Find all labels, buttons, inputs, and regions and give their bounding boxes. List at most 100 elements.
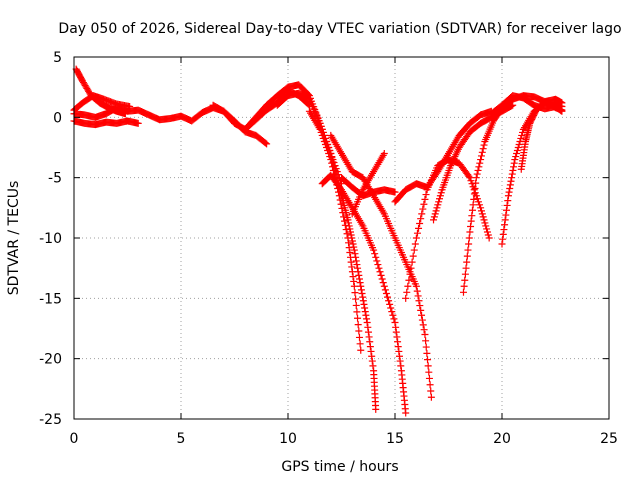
axis-ticks: 0 5 10 15 20 25 5 0 -5 -10 -15 -20 -25 <box>39 50 618 447</box>
data-point <box>422 191 430 199</box>
data-point <box>508 174 516 182</box>
data-point <box>558 107 566 115</box>
data-point <box>361 304 369 312</box>
data-point <box>390 315 398 323</box>
series-track-2 <box>72 65 129 118</box>
data-point <box>422 337 430 345</box>
data-point <box>469 201 477 209</box>
data-point <box>506 181 514 189</box>
data-point <box>418 210 426 218</box>
data-point <box>436 195 444 203</box>
data-point <box>346 225 354 233</box>
data-point <box>435 198 443 206</box>
data-point <box>427 387 435 395</box>
data-point <box>348 237 356 245</box>
data-point <box>350 277 358 285</box>
data-point <box>357 282 365 290</box>
data-point <box>465 240 473 248</box>
series-track-10 <box>327 131 435 401</box>
data-point <box>353 308 361 316</box>
data-point <box>465 172 473 180</box>
data-point <box>382 290 390 298</box>
y-tick-label: 0 <box>53 110 62 126</box>
data-point <box>349 273 357 281</box>
data-point <box>349 240 357 248</box>
data-point <box>340 213 348 221</box>
series-track-4 <box>70 92 134 114</box>
data-point <box>459 288 467 296</box>
x-tick-label: 25 <box>600 431 618 447</box>
data-point <box>379 279 387 287</box>
data-point <box>416 220 424 228</box>
series-track-16 <box>459 92 566 296</box>
data-point <box>346 253 354 261</box>
data-point <box>352 257 360 265</box>
data-point <box>558 99 566 107</box>
data-point <box>350 282 358 290</box>
data-point <box>470 190 478 198</box>
data-point <box>327 156 335 164</box>
data-point <box>366 343 374 351</box>
series-track-9 <box>318 171 410 417</box>
data-point <box>341 221 349 229</box>
data-point <box>415 297 423 305</box>
data-point <box>372 253 380 261</box>
data-point <box>463 258 471 266</box>
data-point <box>319 134 327 142</box>
data-point <box>347 258 355 266</box>
x-tick-label: 0 <box>70 431 79 447</box>
data-point <box>484 231 492 239</box>
data-point <box>420 200 428 208</box>
data-point <box>365 333 373 341</box>
data-point <box>377 271 385 279</box>
data-point <box>431 210 439 218</box>
data-point <box>323 144 331 151</box>
data-point <box>343 230 351 238</box>
data-point <box>480 216 488 224</box>
data-point <box>337 200 345 208</box>
data-point <box>329 166 337 174</box>
data-point <box>354 321 362 329</box>
data-point <box>354 264 362 272</box>
data-point <box>338 204 346 212</box>
data-point <box>405 276 413 284</box>
data-point <box>467 177 475 185</box>
data-point <box>504 192 512 200</box>
data-point <box>325 150 333 158</box>
data-point <box>404 282 412 290</box>
data-point <box>414 292 422 300</box>
data-point <box>403 288 411 296</box>
data-point <box>344 234 352 242</box>
series-track-8 <box>305 107 365 354</box>
data-point <box>363 315 371 323</box>
data-point <box>483 225 491 233</box>
data-point <box>367 347 375 355</box>
data-point <box>416 302 424 310</box>
data-point <box>507 177 515 185</box>
data-point <box>346 248 354 256</box>
data-point <box>351 250 359 258</box>
y-tick-label: -10 <box>39 231 62 247</box>
x-tick-label: 10 <box>279 431 297 447</box>
data-point <box>500 226 508 234</box>
data-point <box>402 294 410 302</box>
data-point <box>358 290 366 298</box>
y-tick-label: -5 <box>48 171 62 187</box>
x-tick-label: 20 <box>493 431 511 447</box>
data-point <box>463 252 471 260</box>
data-point <box>317 128 325 136</box>
data-point <box>353 261 361 269</box>
data-point <box>364 323 372 331</box>
data-point <box>407 264 415 272</box>
data-point <box>345 239 353 247</box>
data-point <box>479 213 487 221</box>
data-point <box>468 206 476 214</box>
data-point <box>352 301 360 309</box>
data-point <box>352 295 360 303</box>
data-point <box>499 230 507 238</box>
data-point <box>350 243 358 251</box>
data-point <box>437 189 445 197</box>
data-point <box>413 229 421 237</box>
data-point <box>477 152 485 160</box>
data-point <box>518 131 526 139</box>
